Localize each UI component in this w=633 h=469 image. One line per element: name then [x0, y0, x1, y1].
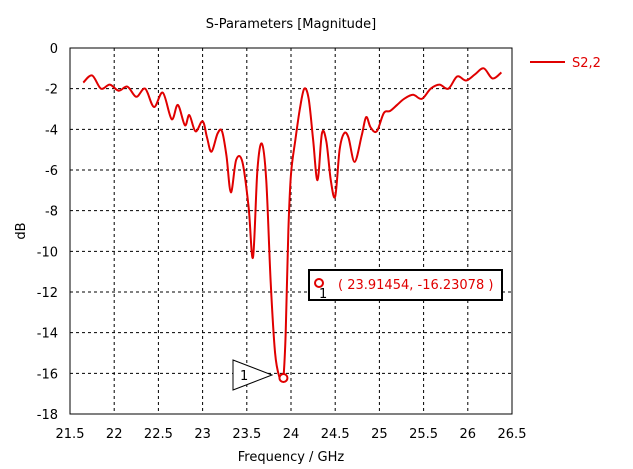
x-tick-label: 23.5	[232, 427, 261, 442]
marker-readout-id: 1	[319, 287, 327, 302]
x-tick-label: 22.5	[144, 427, 173, 442]
plot-frame	[69, 47, 513, 415]
x-tick-label: 26.5	[498, 427, 527, 442]
x-tick-label: 21.5	[56, 427, 85, 442]
y-tick-label: -6	[45, 164, 58, 179]
marker-arrow-icon	[232, 359, 274, 391]
marker-readout-label: ( 23.91454, -16.23078 )	[338, 278, 493, 293]
grid	[70, 48, 512, 414]
y-tick-label: -2	[45, 83, 58, 98]
y-tick-label: -4	[45, 123, 58, 138]
series-line-0	[82, 67, 503, 383]
marker-arrow-id: 1	[240, 369, 248, 384]
x-tick-label: 25.5	[409, 427, 438, 442]
x-tick-labels: 21.5 22 22.5 23 23.5 24 24.5 25 25.5 26 26.5	[56, 427, 527, 442]
y-axis-label: dB	[14, 222, 29, 239]
x-tick-label: 24	[283, 427, 300, 442]
marker-1[interactable]: 1 1 ( 23.91454, -16.23078 )	[232, 269, 503, 391]
marker-point[interactable]	[278, 373, 289, 384]
x-tick-label: 25	[371, 427, 388, 442]
chart-title: S-Parameters [Magnitude]	[206, 17, 377, 32]
y-tick-label: -8	[45, 205, 58, 220]
marker-readout-box	[308, 269, 503, 301]
x-tick-label: 24.5	[321, 427, 350, 442]
marker-readout-icon	[314, 278, 324, 288]
series-layer	[82, 67, 503, 383]
y-tick-label: 0	[50, 42, 58, 57]
y-tick-label: -12	[37, 286, 58, 301]
x-tick-label: 22	[106, 427, 123, 442]
y-tick-label: -18	[37, 408, 58, 423]
x-tick-label: 23	[194, 427, 211, 442]
y-tick-label: -14	[37, 327, 58, 342]
x-tick-label: 26	[460, 427, 477, 442]
y-tick-label: -10	[37, 245, 58, 260]
legend-label: S2,2	[572, 56, 601, 71]
y-tick-label: -16	[37, 367, 58, 382]
legend[interactable]: S2,2	[530, 56, 601, 71]
y-tick-labels: 0 -2 -4 -6 -8 -10 -12 -14 -16 -18	[37, 42, 58, 423]
x-axis-label: Frequency / GHz	[238, 450, 345, 465]
